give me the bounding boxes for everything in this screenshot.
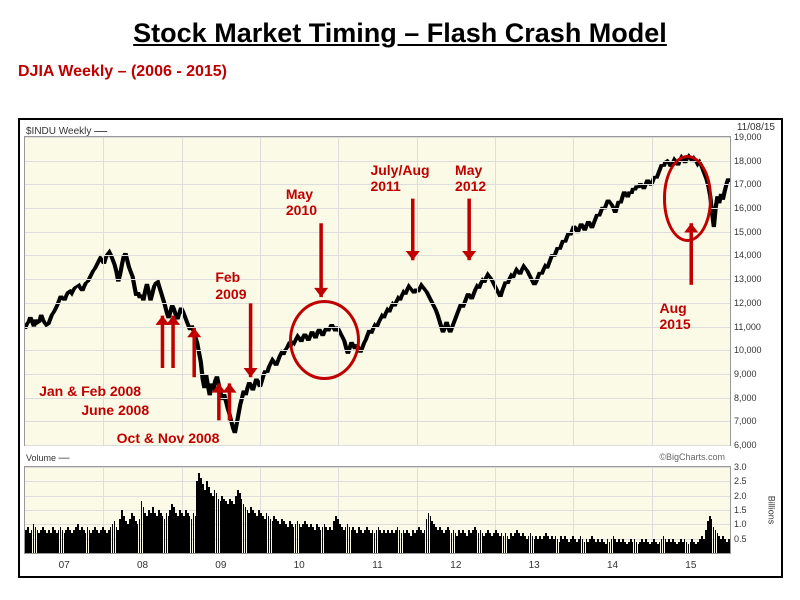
x-tick: 12 [450,560,461,571]
y-tick: 15,000 [734,227,778,237]
y-tick: 19,000 [734,132,778,142]
y-tick: 6,000 [734,440,778,450]
vol-y-tick: 2.5 [734,476,778,486]
price-panel: 6,0007,0008,0009,00010,00011,00012,00013… [24,136,731,446]
y-tick: 17,000 [734,179,778,189]
page-title: Stock Market Timing – Flash Crash Model [0,0,800,49]
x-tick: 13 [529,560,540,571]
copyright: ©BigCharts.com [659,452,725,462]
volume-panel: Billions 0708091011121314150.51.01.52.02… [24,466,731,554]
x-tick: 08 [137,560,148,571]
y-tick: 8,000 [734,393,778,403]
y-tick: 13,000 [734,274,778,284]
x-tick: 15 [685,560,696,571]
vol-y-tick: 3.0 [734,462,778,472]
y-tick: 9,000 [734,369,778,379]
y-tick: 11,000 [734,322,778,332]
y-tick: 7,000 [734,416,778,426]
x-tick: 11 [372,560,382,571]
vol-y-tick: 2.0 [734,491,778,501]
vol-y-tick: 1.0 [734,519,778,529]
y-tick: 16,000 [734,203,778,213]
x-tick: 07 [59,560,70,571]
y-tick: 12,000 [734,298,778,308]
y-tick: 10,000 [734,345,778,355]
x-tick: 14 [607,560,618,571]
vol-y-tick: 0.5 [734,534,778,544]
chart-container: $INDU Weekly — 11/08/15 6,0007,0008,0009… [18,118,783,578]
vol-y-tick: 1.5 [734,505,778,515]
x-tick: 10 [294,560,305,571]
subtitle: DJIA Weekly – (2006 - 2015) [0,49,800,81]
volume-label: Volume — [26,452,70,464]
y-tick: 14,000 [734,250,778,260]
ticker-label: $INDU Weekly — [26,122,107,137]
annotation-arrow [25,137,730,445]
x-tick: 09 [215,560,226,571]
y-tick: 18,000 [734,156,778,166]
